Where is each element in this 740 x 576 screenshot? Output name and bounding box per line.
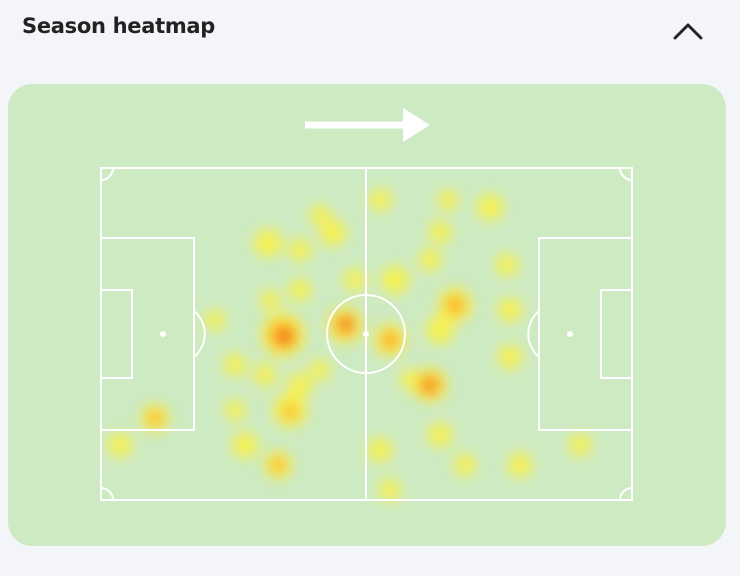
pitch-lines bbox=[100, 167, 633, 501]
collapse-toggle[interactable] bbox=[670, 16, 706, 46]
section-title: Season heatmap bbox=[22, 14, 216, 38]
direction-arrow bbox=[305, 108, 430, 142]
heat-blobs bbox=[108, 189, 591, 501]
